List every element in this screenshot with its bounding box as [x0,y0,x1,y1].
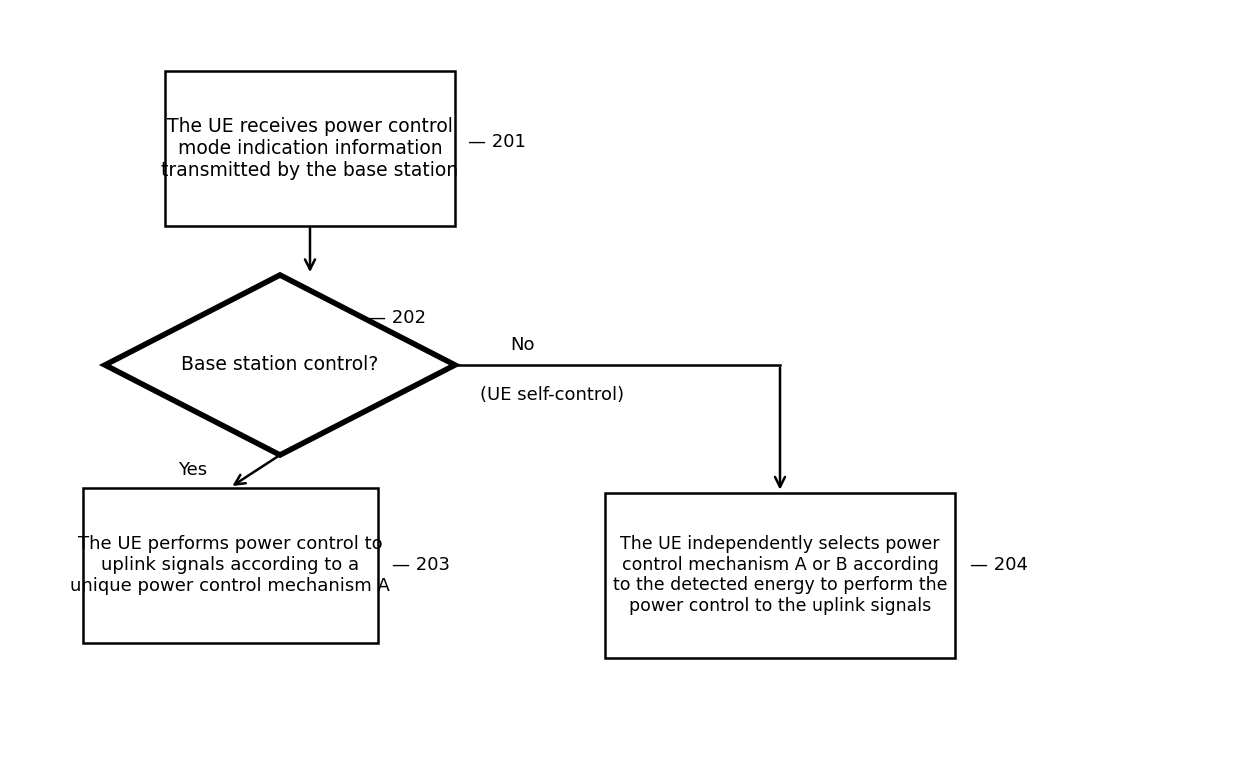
Text: Yes: Yes [179,461,207,479]
Text: No: No [510,336,534,354]
Text: — 203: — 203 [392,556,450,574]
Text: The UE independently selects power
control mechanism A or B according
to the det: The UE independently selects power contr… [613,535,947,615]
Text: The UE performs power control to
uplink signals according to a
unique power cont: The UE performs power control to uplink … [71,536,389,594]
Text: The UE receives power control
mode indication information
transmitted by the bas: The UE receives power control mode indic… [161,116,459,180]
Bar [165,71,455,226]
Text: — 201: — 201 [467,133,526,151]
Polygon shape [105,275,455,455]
Bar [605,492,955,657]
Text: Base station control?: Base station control? [181,356,378,374]
Text: (UE self-control): (UE self-control) [480,386,624,404]
Bar [83,487,377,642]
Text: — 202: — 202 [368,309,427,327]
Text: — 204: — 204 [970,556,1028,574]
